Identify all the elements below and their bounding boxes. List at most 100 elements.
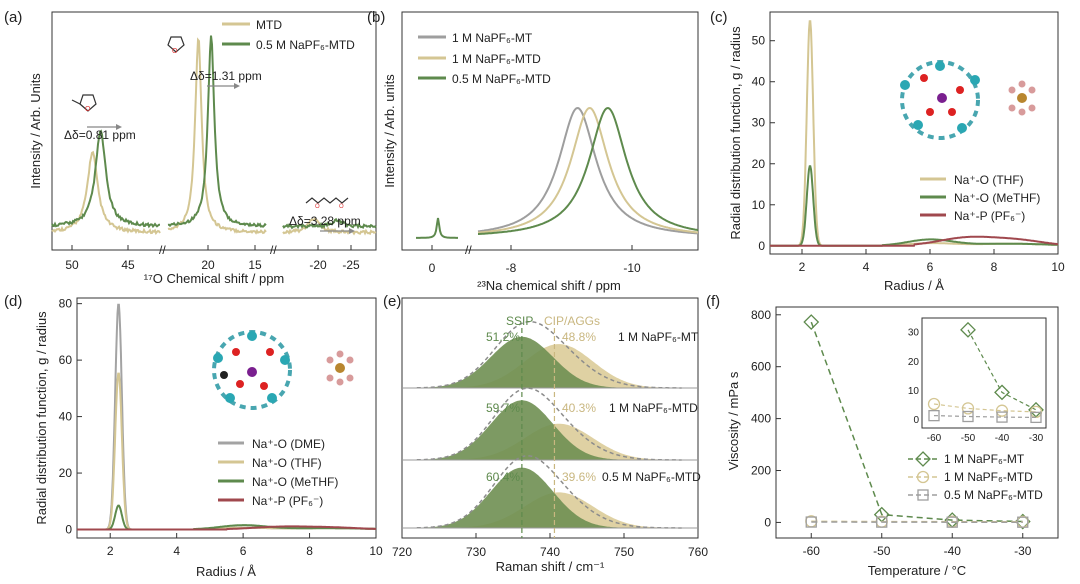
panel-f-ytick-3: 600 xyxy=(751,360,771,374)
panel-c-xlabel: Radius / Å xyxy=(884,278,944,293)
ssip-area-3 xyxy=(416,467,684,528)
inset-series-2-point-0 xyxy=(927,397,941,411)
panel-d-xtick-0: 2 xyxy=(107,544,114,558)
panel-a-xtick-20: 20 xyxy=(201,258,215,272)
panel-c-ylabel: Radial distribution function, g / radius xyxy=(728,26,743,240)
inset-ytick-1: 10 xyxy=(908,386,920,397)
panel-c-xtick-3: 8 xyxy=(991,260,998,274)
panel-a-axis-break-2: // xyxy=(270,243,277,257)
panel-d-methf-curve xyxy=(77,504,376,531)
panel-d-ytick-1: 20 xyxy=(59,466,73,480)
panel-e-xtick-2: 740 xyxy=(540,545,560,559)
panel-c-ytick-0: 0 xyxy=(758,239,765,253)
panel-e-xlabel: Raman shift / cm⁻¹ xyxy=(496,559,605,574)
panel-e-xtick-3: 750 xyxy=(614,545,634,559)
panel-e: Raman shift / cm⁻¹ 720 730 740 750 760 SSIP … xyxy=(392,297,708,574)
shift-label-dme: Δδ=3.28 ppm xyxy=(289,214,361,228)
panel-d-xtick-2: 6 xyxy=(240,544,247,558)
inset-series-1-point-1 xyxy=(994,384,1010,401)
inset-series-3-point-3 xyxy=(1030,411,1042,424)
panel-label-c: (c) xyxy=(710,9,728,26)
panel-a-xtick-45: 45 xyxy=(121,258,135,272)
cip-pct-3: 39.6% xyxy=(562,470,596,484)
ssip-pct-2: 59.7% xyxy=(486,401,520,415)
panel-e-xtick-1: 730 xyxy=(466,545,486,559)
legend-c-methf: Na⁺-O (MeTHF) xyxy=(954,191,1040,205)
shift-label-methf: Δδ=0.81 ppm xyxy=(64,128,136,142)
series-e-label-3: 0.5 M NaPF₆-MTD xyxy=(602,470,701,484)
legend-b-mt: 1 M NaPF₆-MT xyxy=(452,31,533,45)
panel-d-xtick-3: 8 xyxy=(306,544,313,558)
legend-d-dme: Na⁺-O (DME) xyxy=(252,437,325,451)
legend-f-series-3-marker xyxy=(917,489,929,501)
panel-f: Viscosity / mPa s Temperature / °C -60 -5… xyxy=(726,306,1059,578)
panel-a-xtick-m20: -20 xyxy=(309,258,327,272)
panel-c-ytick-2: 20 xyxy=(752,157,766,171)
inset-series-1-line xyxy=(967,329,1037,411)
panel-a: Intensity / Arb. Units ¹⁷O Chemical shif… xyxy=(28,11,377,286)
panel-f-ytick-0: 0 xyxy=(764,515,771,529)
panel-f-xtick-0: -60 xyxy=(803,544,821,558)
panel-f-ytick-1: 200 xyxy=(751,464,771,478)
panel-e-xtick-0: 720 xyxy=(392,545,412,559)
panel-e-xtick-4: 760 xyxy=(688,545,708,559)
inset-series-3-point-0 xyxy=(928,409,940,422)
panel-d-ylabel: Radial distribution function, g / radius xyxy=(34,311,49,525)
panel-d-pf6-curve xyxy=(77,525,377,531)
svg-text:O: O xyxy=(172,48,178,55)
panel-label-f: (f) xyxy=(706,293,720,310)
cip-header: CIP/AGGs xyxy=(544,314,600,328)
panel-d-ytick-0: 0 xyxy=(65,523,72,537)
legend-f-series-3: 0.5 M NaPF₆-MTD xyxy=(944,488,1043,502)
inset-series-1-point-0 xyxy=(960,321,976,338)
panel-b-xtick-m8: -8 xyxy=(506,261,517,275)
panel-d-ytick-4: 80 xyxy=(59,297,73,311)
panel-b-xtick-0: 0 xyxy=(429,261,436,275)
panel-f-xlabel: Temperature / °C xyxy=(868,563,966,578)
thf-molecule-icon: O xyxy=(167,36,185,55)
methf-molecule-icon: O xyxy=(71,94,97,113)
panel-b-mtd-curve xyxy=(477,106,699,234)
panel-f-ylabel: Viscosity / mPa s xyxy=(726,371,741,470)
inset-series-2-point-1 xyxy=(961,402,975,415)
panel-c-xtick-1: 4 xyxy=(863,260,870,274)
panel-a-ylabel: Intensity / Arb. Units xyxy=(28,73,43,189)
fit-envelope-1 xyxy=(416,320,682,389)
dme-molecule-icon: O O xyxy=(305,197,349,210)
svg-text:O: O xyxy=(315,204,320,210)
panel-a-xtick-m25: -25 xyxy=(342,258,360,272)
panel-b-xtick-m10: -10 xyxy=(623,261,641,275)
inset-xtick-1: -50 xyxy=(961,433,976,444)
svg-text:O: O xyxy=(339,204,344,210)
legend-c-pf6: Na⁺-P (PF₆⁻) xyxy=(954,209,1025,223)
panel-f-xtick-1: -50 xyxy=(873,544,891,558)
na-solvation-cluster-d-icon xyxy=(212,330,354,410)
panel-f-series-3-point-3 xyxy=(1017,516,1029,528)
panel-a-mtd-curve-segment-2 xyxy=(167,37,267,235)
panel-label-d: (d) xyxy=(4,293,22,310)
legend-d-methf: Na⁺-O (MeTHF) xyxy=(252,475,338,489)
panel-c-xtick-0: 2 xyxy=(799,260,806,274)
panel-f-series-1-point-0 xyxy=(803,314,820,330)
panel-b-ylabel: Intensity / Arb. units xyxy=(382,74,397,188)
inset-series-3-line xyxy=(933,415,1037,418)
panel-d-xlabel: Radius / Å xyxy=(196,564,256,579)
panel-d-xtick-1: 4 xyxy=(173,544,180,558)
panel-d-ytick-2: 40 xyxy=(59,410,73,424)
inset-xtick-3: -30 xyxy=(1029,433,1044,444)
panel-c-methf-curve xyxy=(770,165,1059,247)
series-e-label-1: 1 M NaPF₆-MT xyxy=(618,330,699,344)
panel-a-nadpf-curve-segment-3 xyxy=(282,217,377,230)
panel-f-series-3-point-0 xyxy=(805,516,817,528)
panel-c-ytick-3: 30 xyxy=(752,116,766,130)
panel-c-ytick-5: 50 xyxy=(752,34,766,48)
legend-b-nadpf: 0.5 M NaPF₆-MTD xyxy=(452,72,551,86)
panel-f-series-1-line xyxy=(810,321,1023,523)
panel-b-mt-curve xyxy=(477,106,698,235)
panel-a-nadpf-curve-segment-1 xyxy=(51,129,160,229)
inset-xtick-0: -60 xyxy=(927,433,942,444)
panel-c-ytick-1: 10 xyxy=(752,198,766,212)
panel-a-nadpf-curve-segment-2 xyxy=(167,35,267,228)
legend-d-thf: Na⁺-O (THF) xyxy=(252,456,322,470)
